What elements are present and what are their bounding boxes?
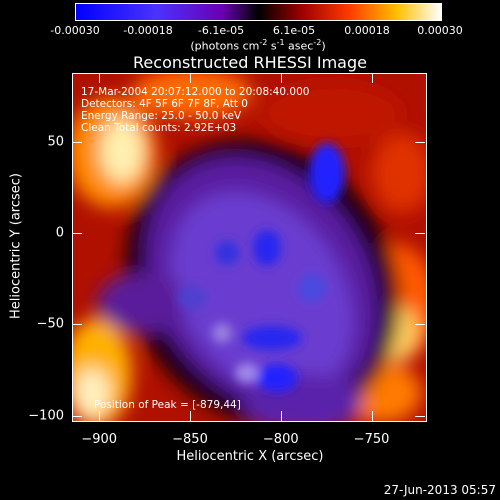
colorbar-unit: (photons cm-2 s-1 asec-2) (190, 38, 326, 53)
colorbar-tick-label: 6.1e-05 (272, 24, 316, 37)
y-tick-label: −100 (28, 408, 64, 424)
annotation-counts: Clean Total counts: 2.92E+03 (81, 122, 237, 134)
x-tick-label: −800 (262, 432, 299, 447)
y-tick-label: 0 (55, 225, 64, 241)
y-tick-mark (415, 415, 425, 417)
x-tick-mark (371, 411, 373, 421)
colorbar-tick-label: -0.00030 (50, 24, 100, 37)
chart-title: Reconstructed RHESSI Image (133, 53, 367, 72)
x-tick-mark (99, 73, 101, 83)
annotation-detectors: Detectors: 4F 5F 6F 7F 8F, Att 0 (81, 98, 248, 110)
y-tick-mark (72, 142, 82, 144)
x-tick-mark (371, 73, 373, 83)
y-axis-label: Heliocentric Y (arcsec) (8, 173, 24, 319)
x-tick-mark (280, 73, 282, 83)
x-tick-mark (280, 411, 282, 421)
y-tick-mark (415, 142, 425, 144)
y-tick-mark (415, 324, 425, 326)
timestamp: 27-Jun-2013 05:57 (383, 483, 496, 497)
heatmap-image (72, 73, 426, 421)
colorbar-tick-label: 0.00018 (344, 24, 390, 37)
x-tick-mark (190, 73, 191, 83)
annotation-energy-range: Energy Range: 25.0 - 50.0 keV (81, 110, 242, 122)
x-tick-label: −900 (81, 432, 118, 447)
x-axis-label: Heliocentric X (arcsec) (176, 449, 324, 464)
y-tick-label: −50 (36, 316, 64, 332)
y-tick-mark (72, 233, 82, 235)
y-tick-mark (72, 324, 82, 326)
colorbar-tick-label: 0.00030 (417, 24, 463, 37)
peak-position-label: Position of Peak = [-879,44] (94, 399, 241, 411)
y-tick-mark (72, 415, 82, 417)
y-tick-mark (415, 233, 425, 235)
x-tick-label: −850 (172, 432, 208, 447)
colorbar-tick-label: -6.1e-05 (197, 24, 245, 37)
x-tick-mark (99, 411, 101, 421)
annotation-time-range: 17-Mar-2004 20:07:12.000 to 20:08:40.000 (81, 86, 310, 98)
colorbar-tick-label: -0.00018 (123, 24, 173, 37)
y-tick-label: 50 (47, 134, 64, 150)
x-tick-mark (190, 411, 191, 421)
colorbar (75, 3, 442, 21)
x-tick-label: −750 (353, 432, 390, 447)
